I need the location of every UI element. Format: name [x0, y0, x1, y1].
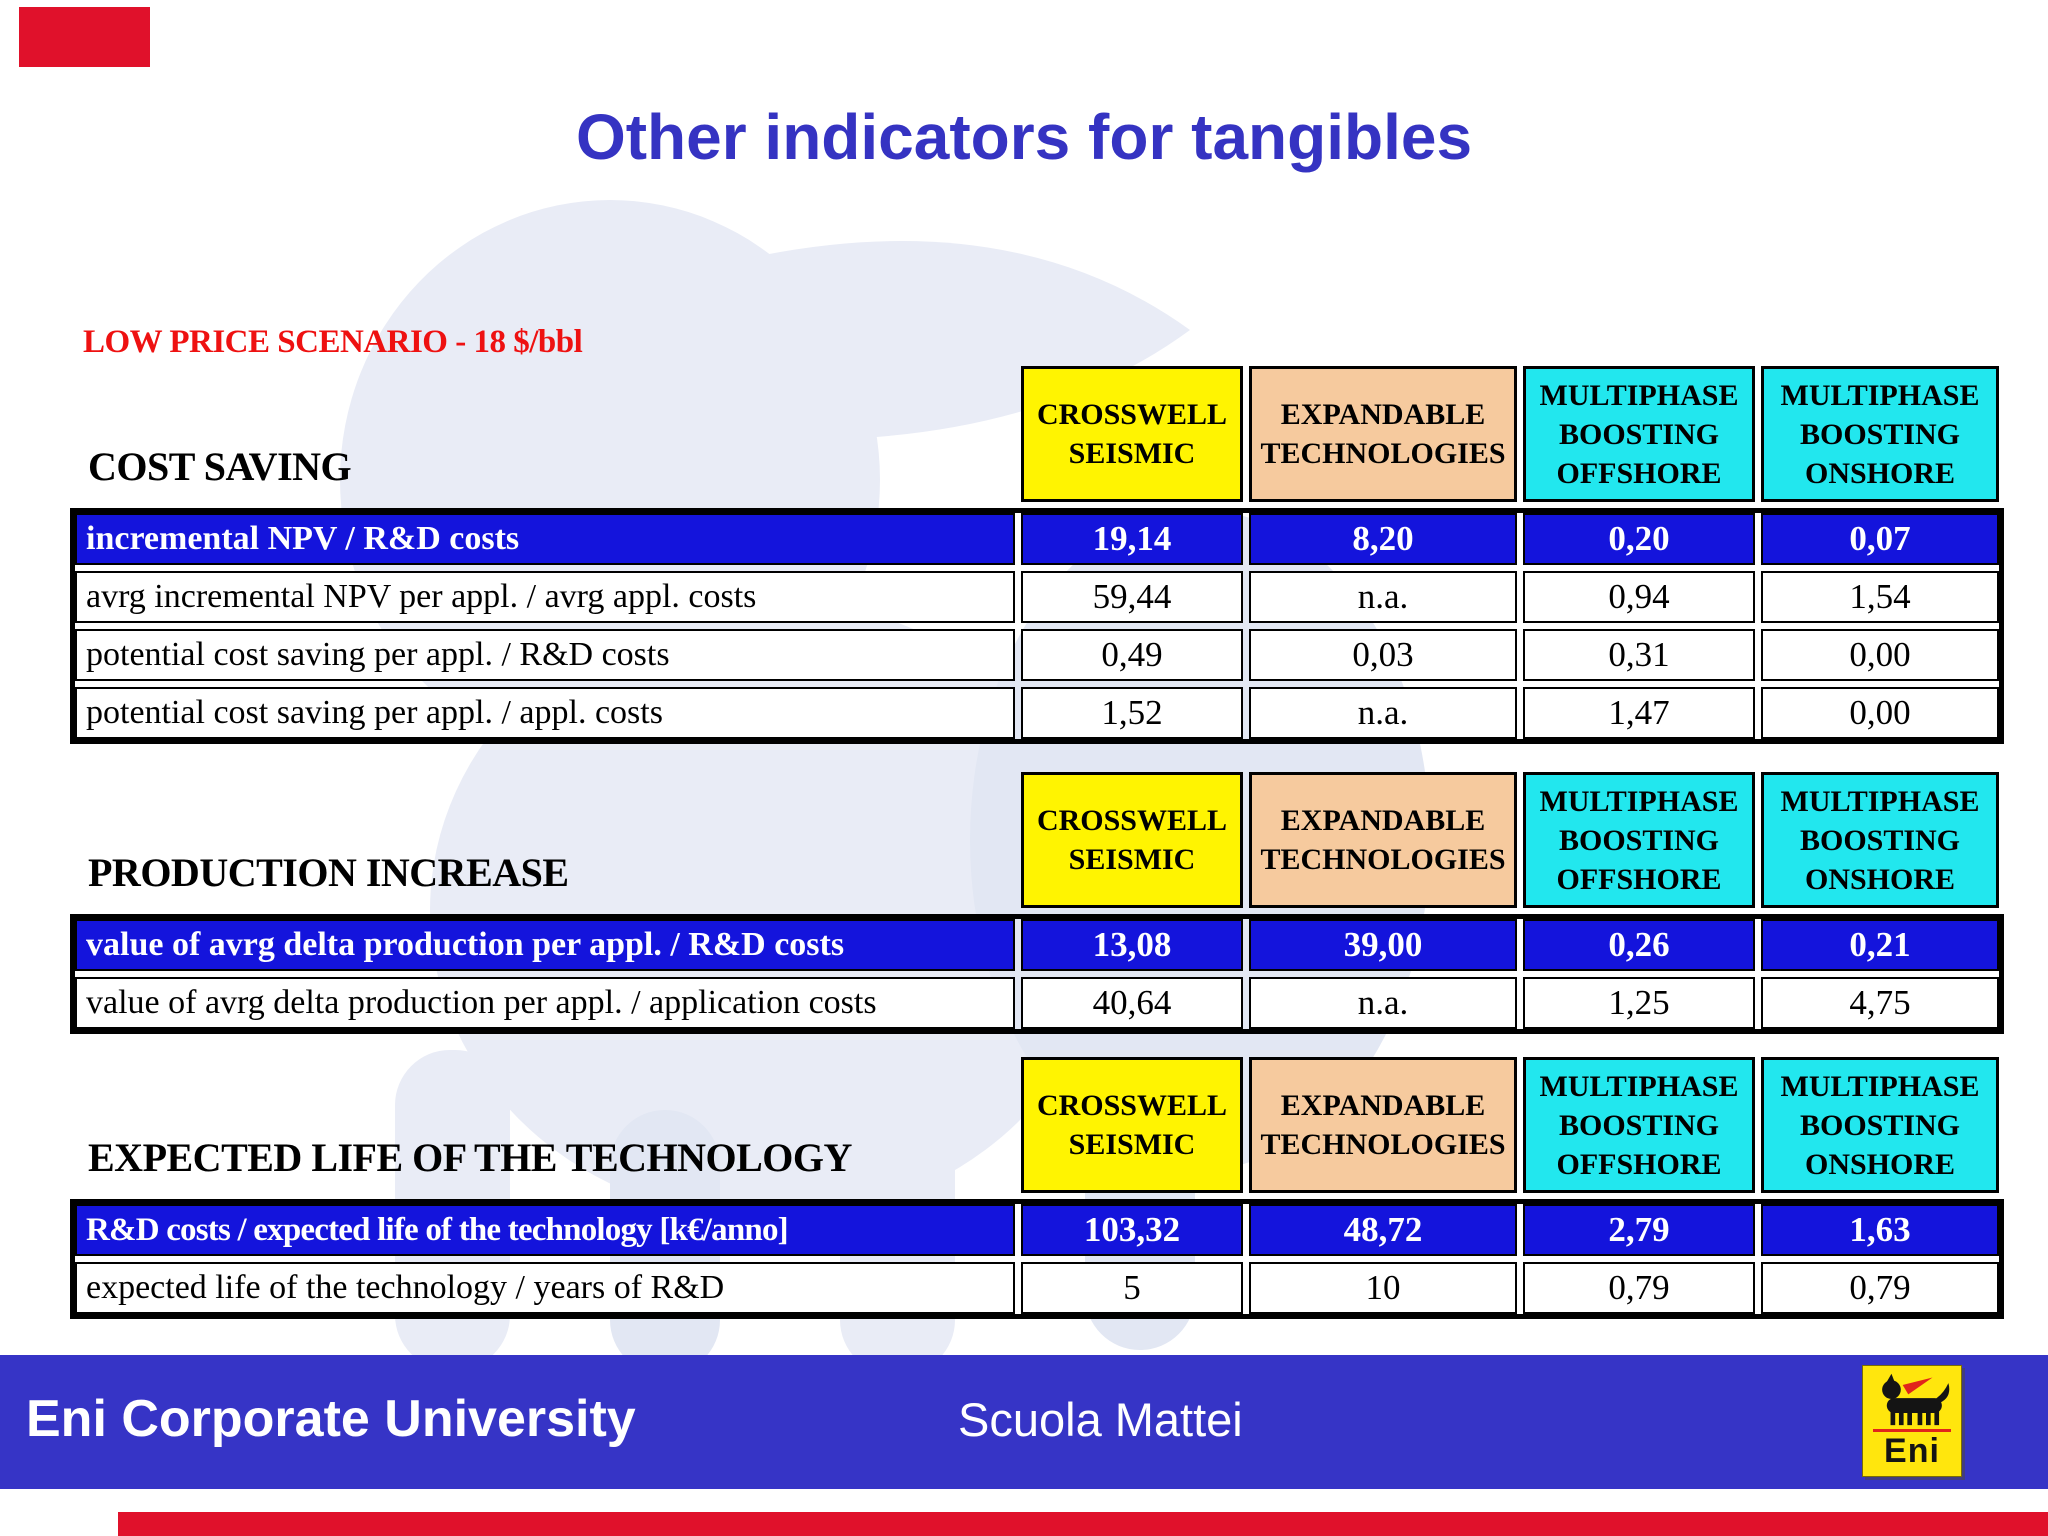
- row-value: 0,26: [1523, 919, 1755, 971]
- logo-divider: [1873, 1429, 1951, 1432]
- column-header-multiphase-onshore: MULTIPHASE BOOSTING ONSHORE: [1761, 366, 1999, 502]
- column-header-crosswell-seismic: CROSSWELL SEISMIC: [1021, 772, 1243, 908]
- row-value: 0,00: [1761, 687, 1999, 739]
- row-value: 10: [1249, 1262, 1517, 1314]
- table-body: value of avrg delta production per appl.…: [70, 914, 2004, 1034]
- row-label: avrg incremental NPV per appl. / avrg ap…: [75, 571, 1015, 623]
- scenario-label: LOW PRICE SCENARIO - 18 $/bbl: [83, 324, 583, 360]
- row-value: n.a.: [1249, 571, 1517, 623]
- table-body: incremental NPV / R&D costs 19,14 8,20 0…: [70, 508, 2004, 744]
- section-title-cost-saving: COST SAVING: [88, 444, 352, 489]
- table-header-row: EXPECTED LIFE OF THE TECHNOLOGY CROSSWEL…: [70, 1057, 2004, 1193]
- row-label: value of avrg delta production per appl.…: [75, 977, 1015, 1029]
- row-value: 19,14: [1021, 513, 1243, 565]
- column-header-expandable-technologies: EXPANDABLE TECHNOLOGIES: [1249, 366, 1517, 502]
- column-header-crosswell-seismic: CROSSWELL SEISMIC: [1021, 1057, 1243, 1193]
- column-header-crosswell-seismic: CROSSWELL SEISMIC: [1021, 366, 1243, 502]
- row-value: 0,79: [1761, 1262, 1999, 1314]
- table-body: R&D costs / expected life of the technol…: [70, 1199, 2004, 1319]
- row-value: 1,25: [1523, 977, 1755, 1029]
- six-legged-dog-icon: [1882, 1373, 1950, 1426]
- row-value: 5: [1021, 1262, 1243, 1314]
- table-row: incremental NPV / R&D costs 19,14 8,20 0…: [75, 513, 1999, 565]
- row-value: 1,47: [1523, 687, 1755, 739]
- row-value: 0,00: [1761, 629, 1999, 681]
- row-value: 0,20: [1523, 513, 1755, 565]
- column-header-expandable-technologies: EXPANDABLE TECHNOLOGIES: [1249, 772, 1517, 908]
- section-title-production-increase: PRODUCTION INCREASE: [88, 850, 569, 895]
- row-label: R&D costs / expected life of the technol…: [75, 1204, 1015, 1256]
- row-value: 4,75: [1761, 977, 1999, 1029]
- row-value: 0,21: [1761, 919, 1999, 971]
- column-header-multiphase-offshore: MULTIPHASE BOOSTING OFFSHORE: [1523, 366, 1755, 502]
- footer-bar: Eni Corporate University Scuola Mattei: [0, 1355, 2048, 1489]
- row-label: incremental NPV / R&D costs: [75, 513, 1015, 565]
- table-row: R&D costs / expected life of the technol…: [75, 1204, 1999, 1256]
- column-header-multiphase-onshore: MULTIPHASE BOOSTING ONSHORE: [1761, 1057, 1999, 1193]
- row-value: 1,63: [1761, 1204, 1999, 1256]
- row-value: 0,07: [1761, 513, 1999, 565]
- template-red-bottom-bar: [118, 1512, 2048, 1536]
- logo-wordmark: Eni: [1884, 1432, 1940, 1470]
- section-title-expected-life: EXPECTED LIFE OF THE TECHNOLOGY: [88, 1135, 852, 1180]
- column-header-multiphase-offshore: MULTIPHASE BOOSTING OFFSHORE: [1523, 772, 1755, 908]
- table-row: expected life of the technology / years …: [75, 1262, 1999, 1314]
- footer-school-text: Scuola Mattei: [958, 1392, 1243, 1446]
- row-value: 1,54: [1761, 571, 1999, 623]
- column-header-expandable-technologies: EXPANDABLE TECHNOLOGIES: [1249, 1057, 1517, 1193]
- table-row: potential cost saving per appl. / appl. …: [75, 687, 1999, 739]
- column-header-multiphase-onshore: MULTIPHASE BOOSTING ONSHORE: [1761, 772, 1999, 908]
- table-row: value of avrg delta production per appl.…: [75, 919, 1999, 971]
- row-value: 8,20: [1249, 513, 1517, 565]
- row-value: 59,44: [1021, 571, 1243, 623]
- page-title: Other indicators for tangibles: [575, 101, 1473, 173]
- row-value: 39,00: [1249, 919, 1517, 971]
- row-value: 0,94: [1523, 571, 1755, 623]
- row-value: 0,79: [1523, 1262, 1755, 1314]
- production-increase-table: PRODUCTION INCREASE CROSSWELL SEISMIC EX…: [70, 772, 2004, 1034]
- row-label: potential cost saving per appl. / appl. …: [75, 687, 1015, 739]
- row-value: 103,32: [1021, 1204, 1243, 1256]
- row-value: 40,64: [1021, 977, 1243, 1029]
- template-red-rectangle: [19, 7, 150, 67]
- table-row: avrg incremental NPV per appl. / avrg ap…: [75, 571, 1999, 623]
- footer-brand-text: Eni Corporate University: [26, 1390, 636, 1448]
- row-value: 13,08: [1021, 919, 1243, 971]
- table-header-row: COST SAVING CROSSWELL SEISMIC EXPANDABLE…: [70, 366, 2004, 502]
- row-label: expected life of the technology / years …: [75, 1262, 1015, 1314]
- cost-saving-table: COST SAVING CROSSWELL SEISMIC EXPANDABLE…: [70, 366, 2004, 744]
- row-label: potential cost saving per appl. / R&D co…: [75, 629, 1015, 681]
- row-value: n.a.: [1249, 687, 1517, 739]
- row-value: n.a.: [1249, 977, 1517, 1029]
- expected-life-table: EXPECTED LIFE OF THE TECHNOLOGY CROSSWEL…: [70, 1057, 2004, 1319]
- table-row: value of avrg delta production per appl.…: [75, 977, 1999, 1029]
- row-value: 0,03: [1249, 629, 1517, 681]
- column-header-multiphase-offshore: MULTIPHASE BOOSTING OFFSHORE: [1523, 1057, 1755, 1193]
- table-row: potential cost saving per appl. / R&D co…: [75, 629, 1999, 681]
- row-value: 1,52: [1021, 687, 1243, 739]
- flame-icon: [1902, 1377, 1933, 1395]
- table-header-row: PRODUCTION INCREASE CROSSWELL SEISMIC EX…: [70, 772, 2004, 908]
- row-value: 0,49: [1021, 629, 1243, 681]
- row-value: 0,31: [1523, 629, 1755, 681]
- eni-logo: Eni: [1862, 1365, 1962, 1477]
- row-value: 2,79: [1523, 1204, 1755, 1256]
- row-value: 48,72: [1249, 1204, 1517, 1256]
- row-label: value of avrg delta production per appl.…: [75, 919, 1015, 971]
